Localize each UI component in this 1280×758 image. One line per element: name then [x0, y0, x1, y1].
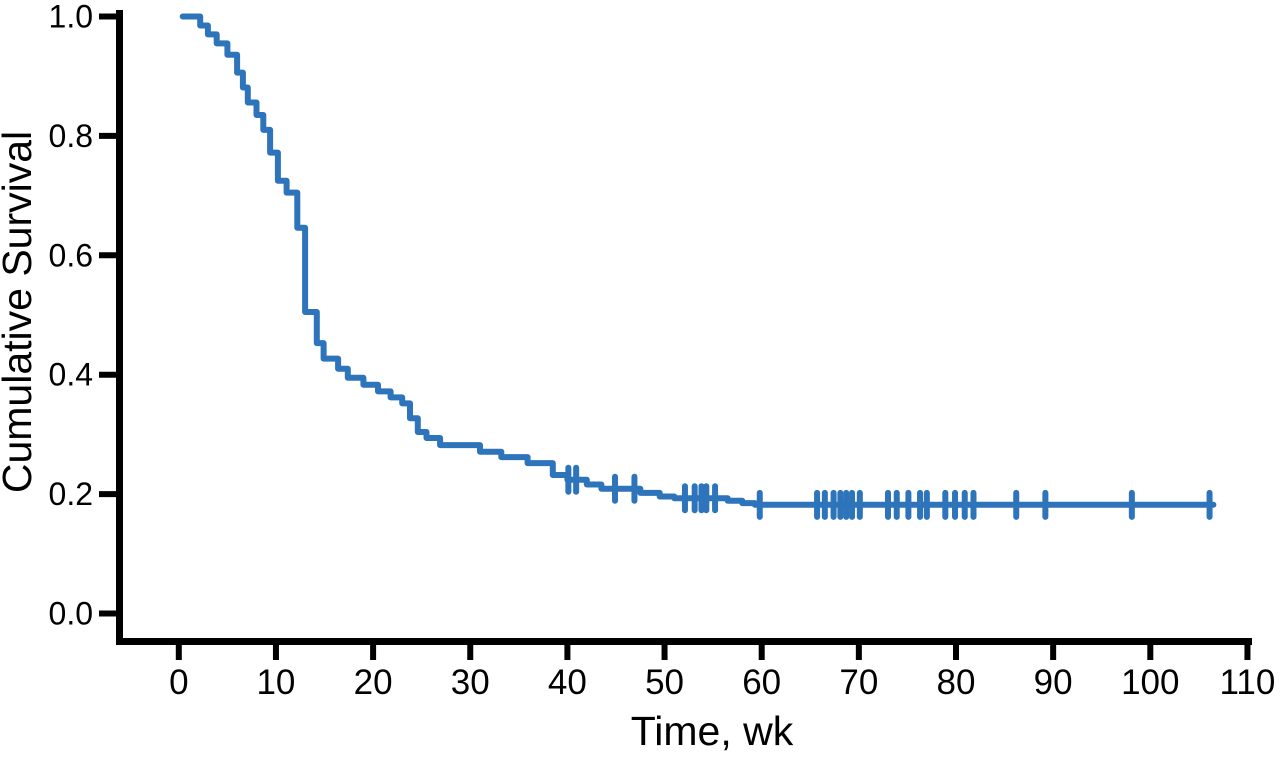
x-tick-label: 100	[1121, 663, 1179, 702]
x-tick-label: 20	[354, 663, 393, 702]
x-tick-label: 60	[742, 663, 781, 702]
x-tick-label: 0	[169, 663, 188, 702]
axis-ticks	[99, 13, 1251, 660]
x-tick-label: 50	[645, 663, 684, 702]
tick-labels: 0 10 20 30 40 50 60 70 80 90 100 110 0.0 0.2 0.4 0.6 0.8…	[49, 0, 1276, 702]
x-tick-label: 40	[548, 663, 587, 702]
x-tick-label: 90	[1034, 663, 1073, 702]
y-tick-label: 0.2	[49, 476, 93, 512]
y-tick-label: 0.6	[49, 237, 93, 273]
survival-curve	[179, 13, 1217, 508]
axes	[116, 10, 1252, 645]
y-tick-label: 0.4	[49, 357, 93, 393]
x-axis-title: Time, wk	[631, 708, 794, 754]
x-tick-label: 80	[937, 663, 976, 702]
y-tick-label: 0.8	[49, 118, 93, 154]
y-tick-label: 0.0	[49, 596, 93, 632]
x-tick-label: 30	[451, 663, 490, 702]
km-step-line	[179, 13, 1217, 508]
y-tick-label: 1.0	[49, 0, 93, 35]
y-axis-title: Cumulative Survival	[0, 131, 40, 493]
x-tick-label: 10	[256, 663, 295, 702]
x-tick-label: 110	[1220, 663, 1276, 702]
x-tick-label: 70	[839, 663, 878, 702]
censor-marks	[565, 464, 1213, 520]
